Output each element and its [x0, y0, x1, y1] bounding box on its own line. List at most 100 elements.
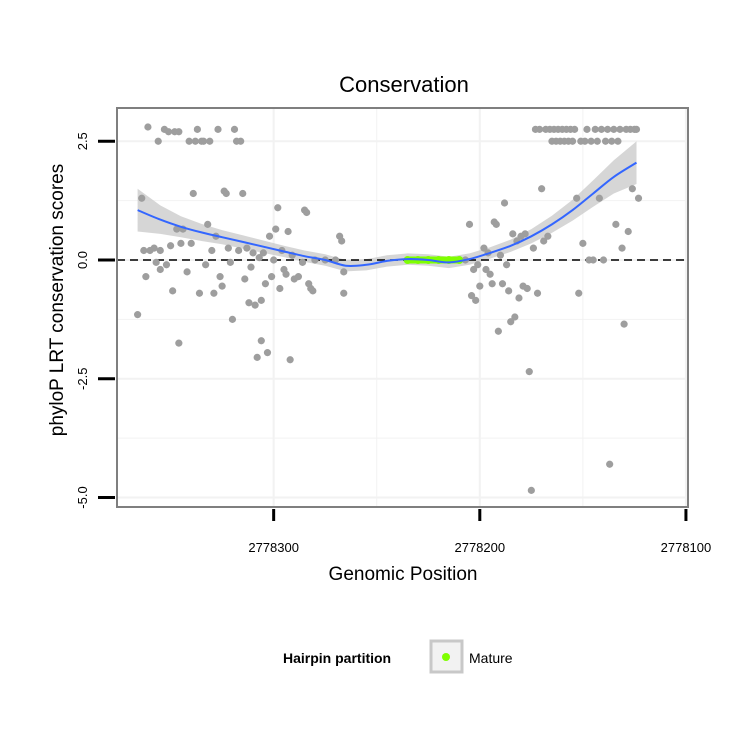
data-point [624, 227, 632, 236]
data-point [568, 137, 577, 145]
data-point [218, 282, 226, 290]
data-point [237, 137, 245, 145]
data-point [259, 249, 267, 257]
data-point [150, 244, 158, 252]
data-point [142, 273, 150, 281]
data-point [523, 284, 531, 293]
data-point [608, 137, 616, 145]
data-point [467, 292, 476, 300]
x-tick-label: 2778200 [454, 540, 505, 555]
data-point [340, 289, 348, 297]
data-point [243, 244, 251, 252]
data-point [228, 315, 237, 323]
data-point [140, 246, 148, 255]
data-point [185, 137, 193, 145]
data-point [226, 258, 234, 266]
data-point [241, 275, 249, 283]
data-point [309, 287, 317, 295]
data-point [199, 137, 208, 145]
data-point [579, 239, 587, 247]
data-point [533, 289, 542, 297]
y-tick-label: 0.0 [75, 251, 90, 269]
data-point [245, 299, 253, 307]
data-point [338, 237, 346, 245]
data-point [632, 125, 641, 133]
data-point [154, 137, 162, 145]
data-point [492, 220, 500, 228]
data-point [498, 280, 507, 288]
data-point [591, 125, 599, 133]
panel-border [116, 107, 689, 508]
y-tick-label: -2.5 [75, 368, 90, 390]
data-point [202, 261, 210, 269]
data-point [494, 327, 502, 335]
data-point [257, 296, 265, 304]
data-point [276, 284, 284, 293]
data-point [628, 185, 636, 193]
data-point [274, 204, 282, 212]
axes: 2778300 2778200 2778100 2.5 0.0 -2.5 -5.0 [75, 132, 711, 555]
data-point [166, 242, 175, 250]
data-point [204, 220, 212, 228]
data-point [593, 137, 601, 145]
legend: Hairpin partition Mature [283, 639, 513, 674]
data-point [509, 230, 517, 238]
data-point [474, 261, 482, 269]
data-point [156, 265, 164, 274]
data-point [303, 208, 311, 217]
legend-label-mature: Mature [469, 650, 513, 666]
data-point [597, 125, 606, 133]
data-point [284, 227, 292, 236]
data-point [191, 137, 199, 145]
data-point [571, 125, 579, 133]
data-point [210, 289, 218, 297]
data-point [606, 460, 614, 468]
x-tick-label: 2778300 [248, 540, 299, 555]
x-tick-label: 2778100 [661, 540, 712, 555]
score-points [134, 123, 643, 494]
data-point [208, 246, 216, 255]
data-point [573, 194, 581, 202]
data-point [175, 339, 183, 347]
data-point [173, 225, 181, 233]
data-point [612, 220, 620, 228]
smooth-trend-line [137, 161, 638, 267]
y-tick-label: 2.5 [75, 132, 90, 150]
data-point [298, 258, 307, 266]
data-point [599, 256, 608, 264]
data-point [604, 125, 612, 133]
data-point [195, 289, 204, 297]
data-point [535, 125, 544, 133]
data-point [255, 254, 263, 262]
data-point [476, 282, 484, 290]
data-point [583, 125, 591, 133]
chart-title: Conservation [339, 72, 469, 97]
data-point [540, 237, 548, 245]
data-point [525, 368, 533, 376]
data-point [527, 486, 535, 494]
data-point [480, 244, 488, 252]
data-point [465, 220, 474, 228]
data-point [175, 128, 183, 136]
data-point [144, 123, 152, 131]
data-point [169, 287, 177, 295]
data-point [470, 265, 478, 274]
data-point [544, 232, 552, 240]
data-point [265, 232, 274, 240]
data-point [187, 239, 195, 247]
data-point [214, 125, 222, 133]
data-point [282, 270, 290, 278]
data-point [618, 244, 626, 252]
data-point [521, 230, 529, 238]
data-point [505, 287, 513, 295]
data-point [189, 189, 197, 198]
data-point [183, 268, 191, 276]
data-point [496, 251, 505, 259]
data-point [482, 265, 490, 274]
data-point [488, 280, 496, 288]
data-point [270, 256, 278, 264]
data-point [263, 349, 272, 357]
data-point [222, 189, 230, 198]
data-point [224, 244, 232, 252]
